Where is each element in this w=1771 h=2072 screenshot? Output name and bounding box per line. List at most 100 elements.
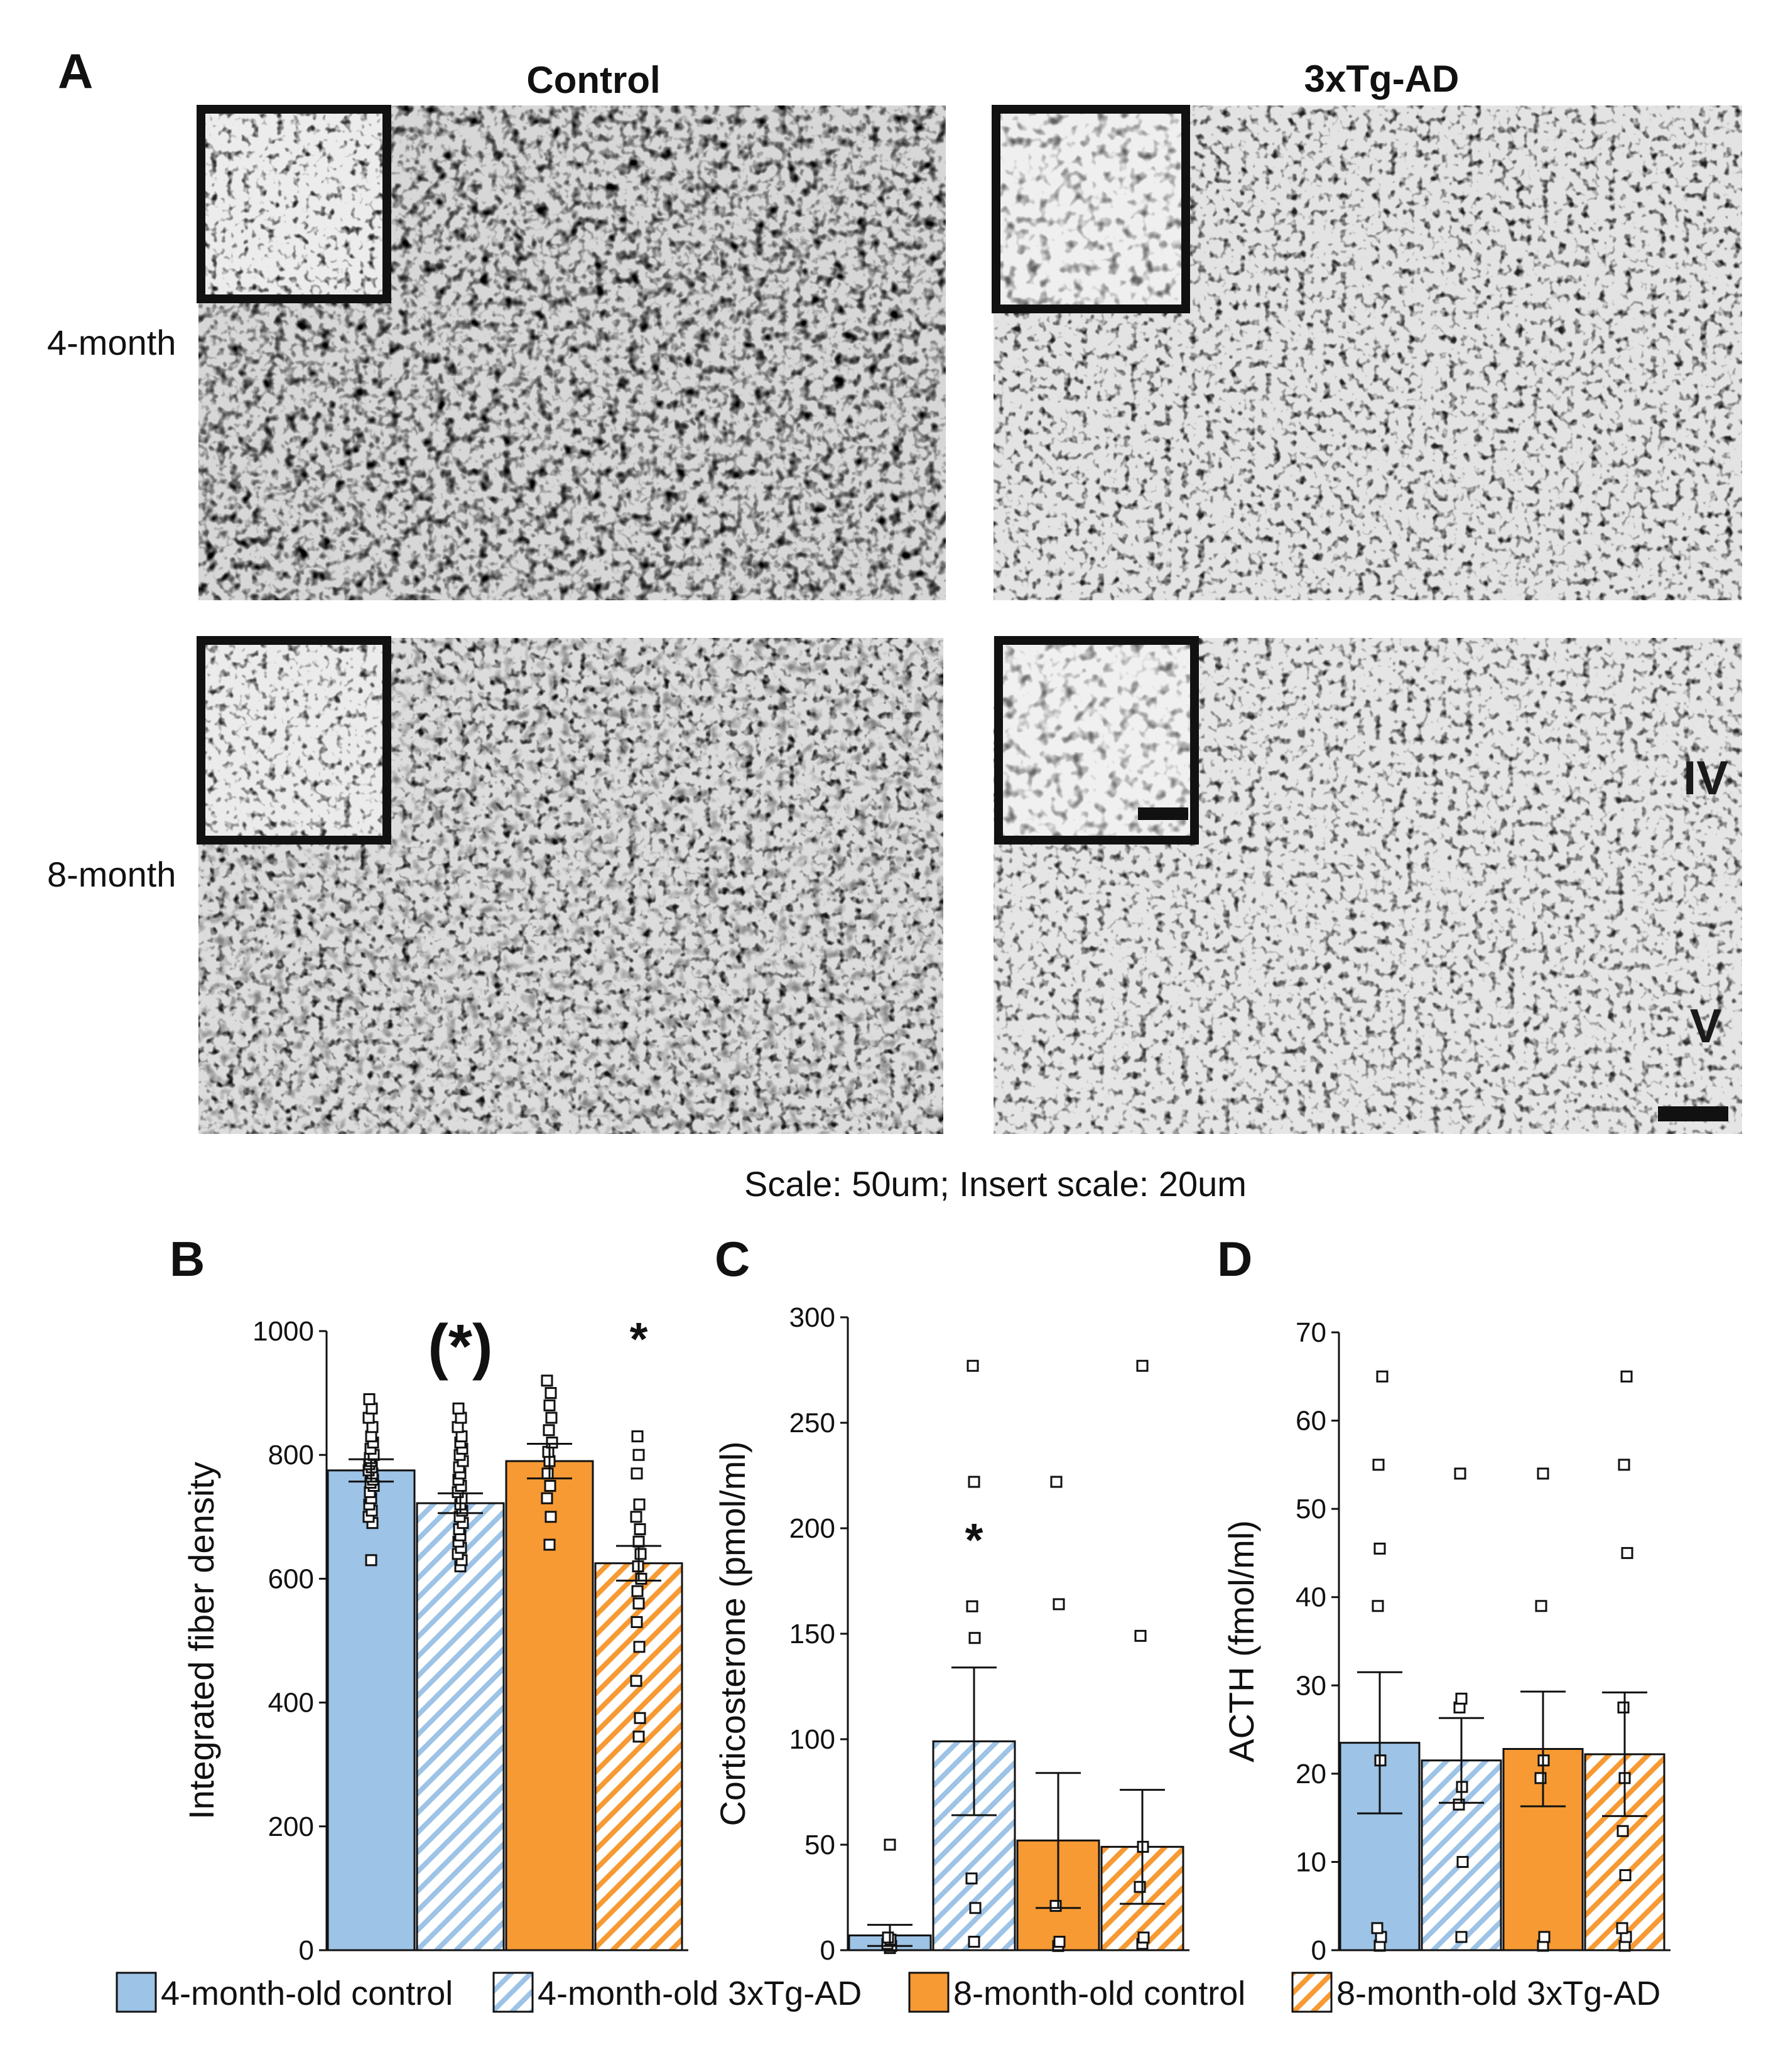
data-point [631, 1467, 643, 1480]
chart-panel-d: D 0 10 20 30 40 50 60 70 ACTH (fmol/ml) [1217, 1231, 1671, 1966]
y-tick-label: 200 [789, 1513, 835, 1544]
y-tick-label: 400 [268, 1688, 314, 1719]
data-point [632, 1730, 645, 1743]
data-point [541, 1467, 554, 1480]
insert-scale-bar [1138, 807, 1188, 820]
panel-letter: C [715, 1231, 750, 1287]
data-point [635, 1572, 647, 1585]
y-axis-title: Integrated fiber density [181, 1462, 221, 1820]
data-point [452, 1402, 465, 1415]
data-point [968, 1632, 981, 1644]
data-point [969, 1902, 982, 1914]
y-tick-label: 40 [1296, 1582, 1326, 1613]
layer-label-iv: IV [1683, 752, 1728, 805]
data-point [363, 1393, 376, 1405]
y-tick-label: 20 [1296, 1759, 1326, 1789]
data-point [1053, 1598, 1065, 1611]
y-tick-label: 50 [1296, 1494, 1326, 1524]
data-point [1454, 1467, 1466, 1480]
data-point [1371, 1922, 1384, 1934]
data-point [544, 1480, 556, 1492]
data-point [1049, 1899, 1062, 1912]
data-point [1376, 1370, 1389, 1383]
data-point [1537, 1467, 1549, 1480]
data-point [543, 1538, 556, 1551]
y-tick-label: 250 [789, 1408, 835, 1438]
legend-swatch [908, 1972, 950, 2013]
legend: 4-month-old control 4-month-old 3xTg-AD 8-… [116, 1972, 1660, 2013]
data-point [1455, 1931, 1468, 1943]
data-point [630, 1511, 642, 1523]
y-tick-label: 70 [1296, 1317, 1326, 1348]
data-point [1616, 1922, 1628, 1934]
row-label-8-month: 8-month [47, 855, 176, 894]
y-tick-label: 300 [789, 1302, 835, 1333]
data-point [633, 1641, 646, 1653]
data-point [967, 1359, 979, 1372]
data-point [1621, 1546, 1633, 1559]
data-point [1372, 1459, 1385, 1471]
micrograph-8-month-3xtg: IV V [994, 636, 1742, 1134]
data-point [541, 1374, 553, 1387]
data-point [965, 1872, 978, 1885]
data-point [634, 1523, 646, 1536]
legend-label: 8-month-old 3xTg-AD [1336, 1975, 1660, 2012]
y-axis-title: ACTH (fmol/ml) [1221, 1520, 1261, 1762]
data-point [546, 1436, 558, 1449]
data-point [1373, 1542, 1386, 1555]
y-tick-label: 50 [804, 1830, 835, 1860]
col-title-3xtg: 3xTg-AD [1304, 58, 1460, 100]
row-label-4-month: 4-month [47, 323, 176, 362]
y-tick-label: 60 [1296, 1406, 1326, 1437]
data-point [968, 1936, 980, 1948]
data-point [966, 1600, 978, 1612]
data-point [633, 1498, 646, 1511]
data-point [1620, 1370, 1633, 1383]
significance-marker: (*) [428, 1312, 492, 1381]
legend-swatch [492, 1972, 534, 2013]
scale-bar [1658, 1106, 1728, 1121]
layer-label-v: V [1690, 1000, 1722, 1053]
data-point [1372, 1600, 1384, 1612]
data-point [632, 1597, 645, 1610]
y-axis-title: Corticosterone (pmol/ml) [713, 1441, 752, 1826]
y-tick-label: 10 [1296, 1847, 1326, 1877]
data-point [1619, 1869, 1632, 1882]
data-point [968, 1476, 980, 1488]
significance-marker: * [965, 1514, 983, 1566]
data-point [1453, 1798, 1465, 1811]
data-point [541, 1492, 553, 1504]
legend-swatch [1291, 1972, 1333, 2013]
y-tick-label: 0 [820, 1935, 835, 1966]
micrograph-4-month-control [197, 105, 946, 600]
y-tick-label: 200 [268, 1811, 314, 1842]
data-point [1617, 1701, 1630, 1713]
col-title-control: Control [526, 59, 660, 101]
data-point [631, 1616, 643, 1628]
micrograph-8-month-control [197, 636, 943, 1134]
bar-2 [416, 1502, 505, 1951]
data-point [544, 1511, 557, 1523]
y-tick-label: 150 [789, 1619, 835, 1649]
panel-letter: D [1217, 1231, 1252, 1287]
micrograph-4-month-3xtg [992, 105, 1742, 600]
data-point [634, 1548, 647, 1560]
y-tick-label: 600 [268, 1563, 314, 1594]
legend-label: 4-month-old control [161, 1975, 453, 2012]
data-point [882, 1931, 894, 1944]
data-point [884, 1838, 896, 1851]
data-point [1134, 1629, 1147, 1642]
data-point [1053, 1936, 1066, 1948]
data-point [543, 1424, 555, 1437]
data-point [1618, 1459, 1630, 1471]
data-point [631, 1585, 644, 1597]
data-point [365, 1554, 377, 1567]
data-point [1456, 1855, 1469, 1868]
data-point [1535, 1600, 1547, 1612]
data-point [634, 1712, 646, 1724]
data-point [1617, 1825, 1629, 1837]
data-point [1134, 1880, 1146, 1893]
data-point [544, 1387, 557, 1400]
legend-label: 4-month-old 3xTg-AD [538, 1975, 862, 2012]
